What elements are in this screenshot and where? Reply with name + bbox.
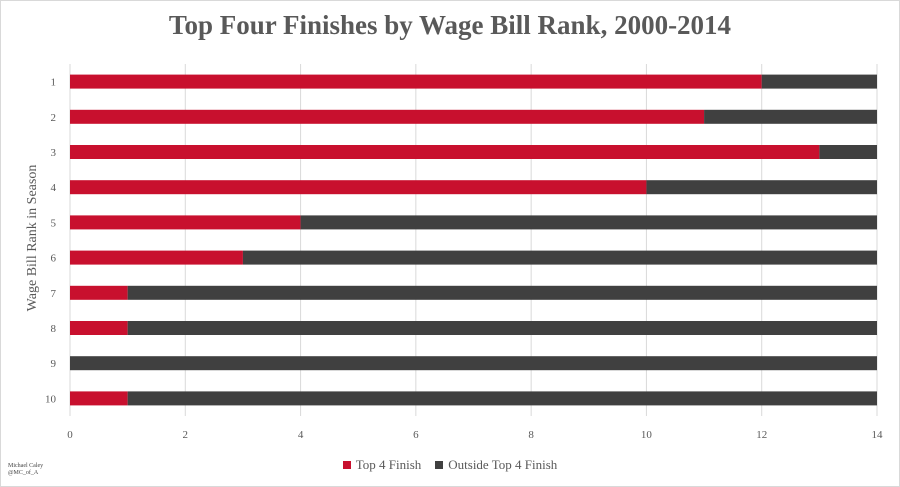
y-tick-10: 10 (45, 393, 57, 405)
y-tick-4: 4 (51, 182, 57, 194)
y-tick-8: 8 (51, 323, 57, 335)
x-tick-4: 4 (298, 429, 304, 441)
y-tick-2: 2 (51, 112, 57, 124)
bar-top4-rank-6 (70, 250, 243, 265)
bar-top4-rank-4 (70, 180, 647, 195)
y-tick-7: 7 (51, 288, 57, 300)
legend: Top 4 Finish Outside Top 4 Finish (0, 457, 900, 473)
bar-top4-rank-5 (70, 215, 301, 230)
bar-top4-rank-3 (70, 145, 820, 159)
bar-top4-rank-7 (70, 285, 128, 300)
bar-outside-rank-3 (819, 145, 877, 159)
legend-item-top4: Top 4 Finish (342, 457, 422, 473)
y-axis-label: Wage Bill Rank in Season (25, 165, 40, 312)
bar-outside-rank-6 (242, 250, 877, 265)
bar-outside-rank-7 (127, 285, 877, 300)
x-tick-14: 14 (872, 429, 884, 441)
bars (70, 74, 878, 406)
x-tick-8: 8 (528, 429, 534, 441)
bar-outside-rank-10 (127, 391, 877, 406)
bar-outside-rank-9 (70, 356, 877, 371)
bar-outside-rank-8 (127, 321, 877, 335)
legend-swatch-outside (435, 461, 444, 469)
bar-top4-rank-2 (70, 109, 705, 124)
bar-outside-rank-4 (646, 180, 877, 195)
y-tick-labels: 1 2 3 4 5 6 7 8 9 10 (45, 77, 57, 406)
credit-name: Michael Caley (8, 463, 44, 469)
bar-outside-rank-5 (300, 215, 878, 230)
bar-outside-rank-2 (704, 109, 877, 124)
x-tick-2: 2 (183, 429, 189, 441)
y-tick-1: 1 (51, 77, 57, 89)
bar-top4-rank-8 (70, 321, 128, 335)
credit-handle: @MC_of_A (8, 470, 39, 476)
x-tick-0: 0 (67, 429, 73, 441)
legend-label-top4: Top 4 Finish (355, 457, 422, 472)
legend-item-outside: Outside Top 4 Finish (435, 457, 557, 473)
x-tick-10: 10 (641, 429, 653, 441)
chart-title: Top Four Finishes by Wage Bill Rank, 200… (168, 10, 732, 40)
legend-label-outside: Outside Top 4 Finish (448, 457, 558, 472)
y-tick-3: 3 (51, 147, 57, 159)
x-tick-12: 12 (756, 429, 767, 441)
y-tick-5: 5 (51, 217, 57, 229)
x-tick-labels: 0 2 4 6 8 10 12 14 (67, 429, 883, 441)
bar-outside-rank-1 (761, 74, 877, 89)
bar-top4-rank-10 (70, 391, 128, 406)
legend-swatch-top4 (342, 461, 351, 469)
x-tick-6: 6 (413, 429, 419, 441)
y-tick-6: 6 (51, 253, 57, 265)
y-tick-9: 9 (51, 358, 57, 370)
bar-top4-rank-1 (70, 74, 762, 89)
author-credit: Michael Caley @MC_of_A (8, 463, 43, 477)
